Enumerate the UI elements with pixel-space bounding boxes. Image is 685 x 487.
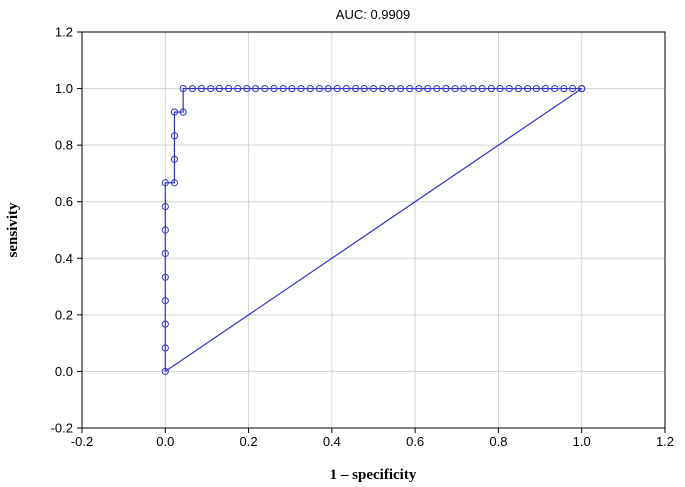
roc-point: [161, 367, 169, 376]
x-tick-label: -0.2: [71, 434, 93, 449]
y-tick-label: 0.2: [55, 307, 73, 322]
roc-point: [170, 132, 179, 140]
roc-point: [179, 84, 187, 93]
roc-point: [215, 84, 224, 93]
x-tick-label: 0.4: [323, 434, 341, 449]
roc-point: [478, 84, 486, 93]
roc-point: [578, 84, 586, 93]
axis-ticks: -0.2 0.0 0.2 0.4 0.6 0.8 1.0 1.2 -0.2 0.0 0.2 0.4 0.…: [51, 25, 674, 450]
roc-point: [161, 344, 169, 352]
roc-point: [496, 84, 504, 93]
x-tick-label: 0.6: [406, 434, 424, 449]
roc-point: [288, 84, 296, 93]
roc-point: [333, 84, 341, 93]
y-tick-label: 0.0: [55, 364, 73, 379]
x-tick-label: 1.2: [656, 434, 674, 449]
y-tick-label: 1.2: [55, 25, 73, 40]
roc-point: [207, 84, 215, 93]
roc-point: [415, 84, 423, 93]
roc-point: [188, 84, 196, 93]
y-axis-title: sensivity: [5, 202, 21, 258]
x-tick-label: 0.0: [156, 434, 174, 449]
series-layer: [161, 84, 586, 376]
roc-point: [234, 84, 242, 93]
roc-point: [379, 84, 387, 93]
roc-point: [469, 84, 477, 93]
roc-point: [541, 84, 550, 93]
roc-point: [324, 84, 332, 93]
roc-point: [252, 84, 260, 93]
roc-point: [179, 108, 187, 116]
x-tick-label: 1.0: [573, 434, 591, 449]
roc-point: [514, 84, 523, 93]
roc-point: [161, 202, 169, 211]
y-tick-label: 0.6: [55, 194, 73, 209]
roc-point: [306, 84, 314, 93]
roc-point: [551, 84, 559, 93]
roc-point: [433, 84, 441, 93]
roc-point: [161, 249, 169, 258]
roc-point: [451, 84, 459, 93]
roc-point: [297, 84, 305, 93]
roc-point: [387, 84, 396, 93]
roc-point: [342, 84, 351, 93]
roc-point: [351, 84, 360, 93]
roc-point: [560, 84, 568, 93]
roc-point: [161, 226, 169, 234]
plot-frame: [81, 31, 666, 429]
y-tick-label: 1.0: [55, 81, 73, 96]
reference-diagonal-line: [164, 88, 583, 372]
roc-point: [243, 84, 251, 93]
grid-lines: [81, 31, 666, 429]
roc-point: [161, 273, 169, 281]
roc-point: [532, 84, 540, 93]
roc-point: [170, 155, 179, 163]
roc-point: [406, 84, 414, 93]
roc-point: [161, 297, 169, 305]
roc-point: [170, 108, 179, 116]
y-tick-label: -0.2: [51, 421, 73, 436]
roc-point: [161, 179, 169, 187]
roc-point: [369, 84, 378, 93]
x-axis-title: 1 – specificity: [330, 467, 417, 483]
roc-point: [360, 84, 368, 93]
roc-point: [197, 84, 206, 93]
x-tick-label: 0.2: [240, 434, 258, 449]
roc-point: [523, 84, 532, 93]
chart-title: AUC: 0.9909: [336, 7, 410, 22]
roc-point: [224, 84, 233, 93]
roc-point: [487, 84, 495, 93]
roc-point: [270, 84, 278, 93]
roc-point: [460, 84, 468, 93]
x-tick-label: 0.8: [489, 434, 507, 449]
roc-point: [279, 84, 287, 93]
roc-point: [505, 84, 513, 93]
roc-point: [568, 84, 577, 93]
roc-point: [396, 84, 405, 93]
roc-point: [424, 84, 432, 93]
roc-point: [161, 320, 169, 328]
roc-point: [315, 84, 323, 93]
roc-point: [170, 179, 179, 187]
roc-point: [261, 84, 269, 93]
roc-point: [442, 84, 450, 93]
y-tick-label: 0.8: [55, 138, 73, 153]
y-tick-label: 0.4: [55, 251, 73, 266]
